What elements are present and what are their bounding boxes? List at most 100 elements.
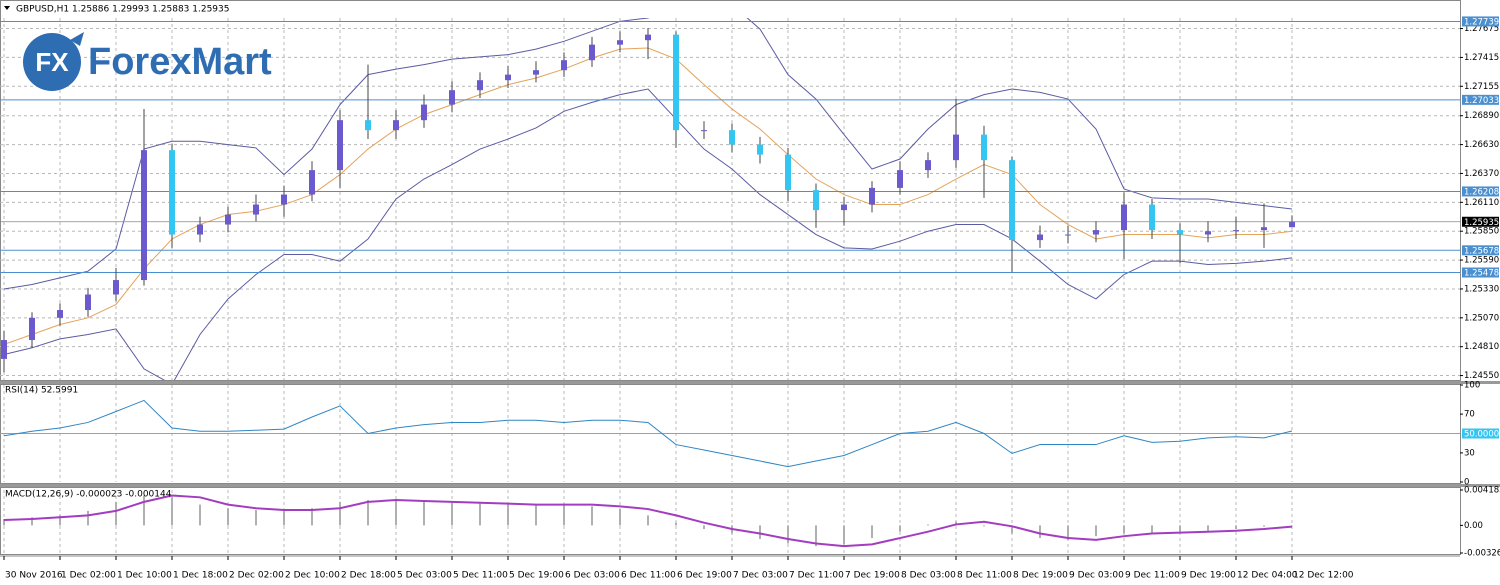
x-tick-label: 9 Dec 19:00 [1181, 571, 1236, 581]
y-tick-label: 1.26890 [1464, 111, 1499, 121]
macd-bar [395, 500, 397, 526]
candle-body [365, 120, 371, 131]
macd-bar [507, 504, 509, 526]
x-tick-label: 8 Dec 19:00 [1013, 571, 1068, 581]
macd-bar [1123, 525, 1125, 534]
candle-body [253, 204, 259, 215]
y-tick-label: 100 [1464, 381, 1480, 391]
y-tick-label: 1.24810 [1464, 342, 1499, 352]
x-tick-label: 12 Dec 04:00 [1237, 571, 1298, 581]
chart-title: GBPUSD,H1 1.25886 1.29993 1.25883 1.2593… [16, 5, 229, 15]
macd-bar [171, 497, 173, 526]
x-tick-label: 2 Dec 18:00 [341, 571, 396, 581]
macd-bar [815, 525, 817, 547]
macd-bar [1207, 525, 1209, 531]
x-tick-label: 30 Nov 2016 [5, 571, 63, 581]
candle-body [729, 130, 735, 145]
x-tick-label: 6 Dec 11:00 [621, 571, 676, 581]
candle-body [505, 74, 511, 81]
candle-body [1009, 160, 1015, 241]
macd-bar [423, 501, 425, 526]
macd-bar [199, 504, 201, 526]
macd-bar [227, 508, 229, 526]
macd-bar [59, 515, 61, 526]
price-line-box [1462, 94, 1499, 105]
x-tick-label: 5 Dec 03:00 [397, 571, 452, 581]
x-tick-label: 9 Dec 11:00 [1125, 571, 1180, 581]
panel-separator [0, 484, 1500, 487]
y-tick-label: -0.003269 [1464, 549, 1500, 559]
x-tick-label: 7 Dec 19:00 [845, 571, 900, 581]
price-line-box [1462, 16, 1499, 27]
macd-bar [703, 525, 705, 530]
panel-plot [0, 399, 1460, 468]
macd-bar [759, 525, 761, 539]
y-tick-label: 1.27155 [1464, 82, 1499, 92]
x-tick-label: 1 Dec 18:00 [173, 571, 228, 581]
macd-bar [843, 525, 845, 545]
y-tick-label: 70 [1464, 410, 1475, 420]
x-tick-label: 2 Dec 02:00 [229, 571, 284, 581]
price-line-box [1462, 267, 1499, 278]
x-tick-label: 7 Dec 03:00 [733, 571, 788, 581]
x-tick-label: 6 Dec 03:00 [565, 571, 620, 581]
macd-bar [255, 509, 257, 526]
macd-bar [451, 502, 453, 526]
macd-bar [367, 500, 369, 526]
y-tick-label: 1.26630 [1464, 140, 1499, 150]
macd-bar [535, 504, 537, 526]
candle-body [1121, 204, 1127, 231]
x-tick-label: 5 Dec 19:00 [509, 571, 564, 581]
candle-body [225, 214, 231, 225]
macd-bar [1095, 525, 1097, 537]
macd-bar [983, 525, 985, 527]
y-tick-label: 1.24550 [1464, 371, 1499, 381]
candle-body [1149, 204, 1155, 231]
macd-bar [591, 506, 593, 526]
watermark: FX ForexMart [23, 32, 272, 91]
price-line-box [1462, 245, 1499, 256]
macd-bar [1263, 525, 1265, 527]
candle-body [1177, 230, 1183, 235]
candle-body [449, 90, 455, 105]
x-tick-label: 8 Dec 03:00 [901, 571, 956, 581]
panel-separator [0, 381, 1500, 384]
candle-body [197, 224, 203, 235]
candle-body [813, 190, 819, 211]
macd-title: MACD(12,26,9) -0.000023 -0.000144 [5, 490, 172, 500]
candle-body [337, 120, 343, 171]
candle-body [169, 150, 175, 235]
candle-body [561, 60, 567, 71]
price-line-label: 1.25478 [1464, 269, 1499, 279]
candle-body [897, 170, 903, 188]
macd-bar [87, 510, 89, 526]
y-tick-label: 1.25070 [1464, 313, 1499, 323]
y-tick-label: 0 [1464, 478, 1469, 488]
y-tick-label: 1.26110 [1464, 198, 1499, 208]
candle-body [29, 317, 35, 341]
x-tick-label: 2 Dec 10:00 [285, 571, 340, 581]
macd-bar [675, 522, 677, 526]
candle-body [1289, 221, 1295, 228]
price-line-label: 1.27739 [1464, 17, 1499, 27]
macd-bar [1011, 525, 1013, 534]
macd-bar [563, 504, 565, 526]
level-label: 50.0000 [1464, 430, 1499, 440]
y-tick-label: 0.004185 [1464, 486, 1500, 496]
candle-body [141, 150, 147, 281]
candle-body [393, 120, 399, 131]
macd-bar [927, 524, 929, 526]
candle-body [533, 70, 539, 75]
candle-body [645, 34, 651, 41]
candle-body [785, 154, 791, 191]
candle-body [309, 170, 315, 195]
x-tick-label: 1 Dec 02:00 [61, 571, 116, 581]
candle-body [1093, 230, 1099, 235]
signal-line [3, 494, 1293, 548]
candle-body [1205, 231, 1211, 235]
logo-arrow [70, 32, 84, 46]
candle-body [113, 280, 119, 295]
